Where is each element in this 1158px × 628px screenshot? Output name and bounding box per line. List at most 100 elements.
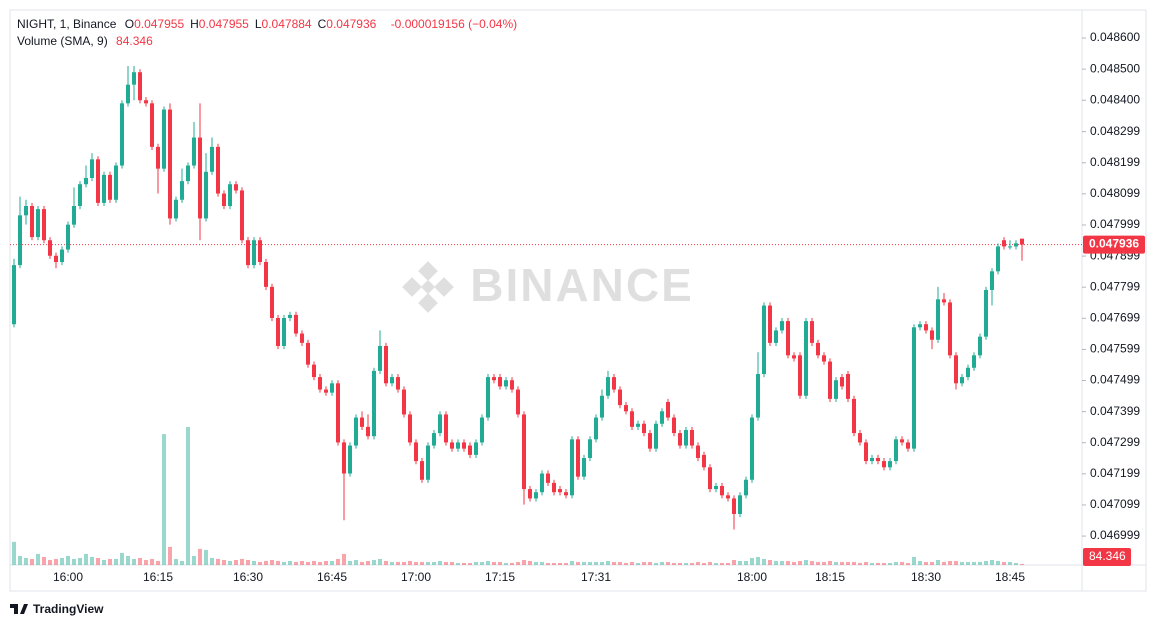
- volume-bar: [126, 555, 130, 565]
- candle-body: [204, 171, 208, 219]
- volume-bar: [726, 562, 730, 565]
- volume-bar: [492, 561, 496, 565]
- volume-bar: [288, 560, 292, 565]
- candle-body: [180, 181, 184, 200]
- y-tick-label: 0.047999: [1090, 217, 1140, 231]
- candle-body: [480, 417, 484, 443]
- volume-bar: [750, 557, 754, 565]
- volume-label: Volume (SMA, 9): [17, 34, 108, 48]
- candle-body: [168, 109, 172, 219]
- volume-bar: [462, 562, 466, 565]
- candle-body: [768, 305, 772, 343]
- volume-bar: [66, 555, 70, 565]
- candle-body: [582, 457, 586, 477]
- candle-body: [630, 411, 634, 427]
- candle-body: [378, 345, 382, 371]
- candle-body: [798, 355, 802, 396]
- volume-bar: [972, 561, 976, 565]
- candle-body: [666, 401, 670, 418]
- candle-body: [642, 423, 646, 434]
- volume-bar: [678, 562, 682, 565]
- volume-bar: [804, 559, 808, 565]
- volume-bar: [324, 560, 328, 565]
- candle-body: [528, 489, 532, 499]
- volume-bar: [894, 561, 898, 565]
- volume-bar: [210, 557, 214, 565]
- brand: TradingView: [33, 602, 104, 616]
- volume-bar: [78, 557, 82, 565]
- candle-body: [96, 159, 100, 203]
- candle-body: [966, 367, 970, 378]
- volume-bar: [1020, 563, 1024, 565]
- candle-body: [216, 146, 220, 194]
- volume-bar: [774, 560, 778, 565]
- candle-body: [732, 498, 736, 514]
- last-price-label: 0.047936: [1089, 237, 1139, 251]
- candle-body: [678, 433, 682, 446]
- candle-body: [474, 442, 478, 455]
- candle-body: [306, 342, 310, 365]
- volume-bar: [534, 561, 538, 565]
- candle-body: [810, 321, 814, 343]
- candle-body: [390, 377, 394, 384]
- candle-body: [846, 373, 850, 399]
- candle-body: [162, 109, 166, 169]
- volume-bar: [822, 561, 826, 565]
- candle-body: [564, 492, 568, 496]
- candle-body: [156, 146, 160, 169]
- candle-body: [456, 442, 460, 449]
- candle-body: [942, 299, 946, 303]
- candle-body: [126, 84, 130, 104]
- volume-bar: [414, 561, 418, 565]
- x-tick-label: 17:15: [485, 570, 515, 584]
- candle-body: [288, 314, 292, 318]
- y-tick-label: 0.047699: [1090, 310, 1140, 324]
- candle-body: [276, 317, 280, 346]
- volume-bar: [276, 560, 280, 565]
- candle-body: [660, 411, 664, 424]
- candle-body: [258, 240, 262, 262]
- candle-body: [522, 414, 526, 490]
- candle-body: [30, 205, 34, 238]
- candle-body: [780, 321, 784, 331]
- y-tick-label: 0.048199: [1090, 155, 1140, 169]
- candle-body: [402, 389, 406, 415]
- ohlc-value: 0.047884: [261, 17, 312, 31]
- volume-bar: [684, 562, 688, 565]
- volume-bar: [564, 562, 568, 565]
- volume-bar: [264, 560, 268, 565]
- y-tick-label: 0.048400: [1090, 92, 1140, 106]
- candle-body: [912, 327, 916, 449]
- frame: [9, 9, 1147, 592]
- candle-body: [930, 330, 934, 340]
- candle-body: [54, 255, 58, 262]
- volume-bar: [924, 561, 928, 565]
- volume-bar: [474, 561, 478, 565]
- x-tick-label: 16:15: [143, 570, 173, 584]
- candle-body: [1002, 240, 1006, 247]
- candle-body: [498, 377, 502, 387]
- volume-bar: [864, 561, 868, 565]
- candle-body: [954, 355, 958, 384]
- candle-body: [516, 389, 520, 415]
- candle-body: [42, 209, 46, 241]
- volume-bar: [48, 559, 52, 565]
- volume-bar: [744, 560, 748, 565]
- candle-body: [420, 461, 424, 480]
- volume-bar: [168, 546, 172, 565]
- legend: NIGHT, 1, Binance O0.047955 H0.047955 L0.0…: [17, 16, 522, 50]
- candle-body: [552, 482, 556, 493]
- candle-body: [252, 240, 256, 266]
- candle-body: [90, 159, 94, 178]
- volume-bar: [60, 557, 64, 565]
- candle-body: [66, 224, 70, 250]
- candle-body: [858, 433, 862, 443]
- candle-body: [774, 330, 778, 343]
- volume-bar: [846, 561, 850, 565]
- volume-bar: [96, 557, 100, 565]
- candle-body: [336, 383, 340, 443]
- volume-bar: [630, 561, 634, 565]
- candle-body: [24, 205, 28, 216]
- volume-bar: [438, 560, 442, 565]
- volume-bar: [156, 560, 160, 565]
